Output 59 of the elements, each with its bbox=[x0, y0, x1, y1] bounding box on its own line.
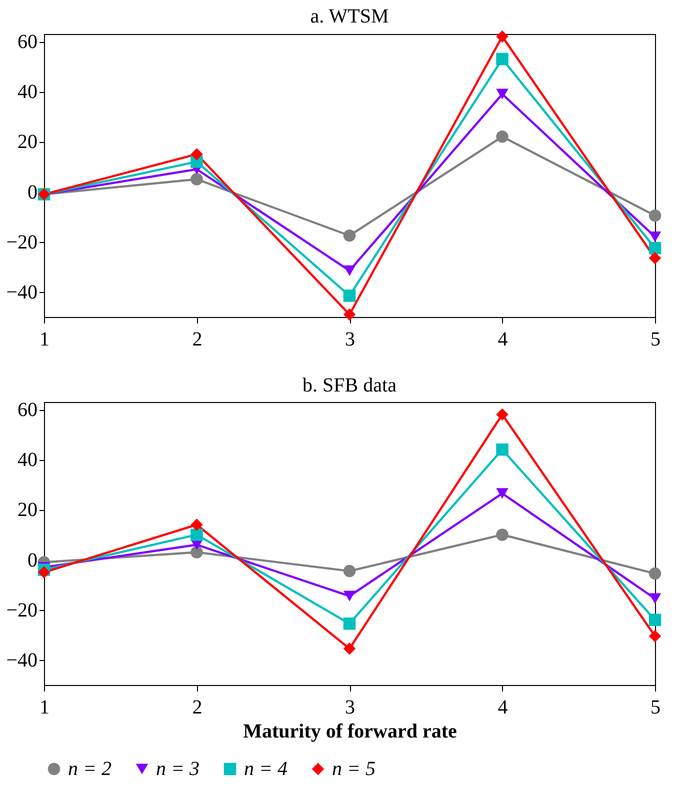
x-axis-title: Maturity of forward rate bbox=[243, 720, 458, 742]
x-tick-label: 4 bbox=[498, 696, 508, 718]
point bbox=[496, 52, 508, 66]
y-tick-label: 0 bbox=[28, 549, 38, 572]
point bbox=[343, 229, 356, 242]
point bbox=[38, 566, 50, 578]
point bbox=[496, 488, 508, 499]
x-tick-label: 5 bbox=[650, 328, 660, 350]
point bbox=[343, 564, 356, 578]
chart-title: b. SFB data bbox=[302, 374, 397, 397]
x-tick-label: 2 bbox=[192, 328, 202, 350]
chart-title: a. WTSM bbox=[310, 5, 389, 28]
y-tick-label: 60 bbox=[18, 31, 38, 54]
point bbox=[648, 630, 662, 642]
point bbox=[496, 408, 508, 421]
y-tick-label: 20 bbox=[18, 499, 38, 522]
point bbox=[343, 618, 356, 630]
point bbox=[496, 130, 508, 143]
x-tick-label: 1 bbox=[40, 696, 50, 718]
point bbox=[190, 148, 203, 160]
point bbox=[496, 88, 508, 100]
point bbox=[648, 242, 662, 254]
y-tick-label: −20 bbox=[6, 599, 38, 622]
y-tick-label: 40 bbox=[18, 449, 38, 472]
x-tick-label: 2 bbox=[192, 696, 202, 718]
legend-label: n = 2 bbox=[68, 758, 112, 780]
point bbox=[343, 290, 356, 302]
x-tick-label: 4 bbox=[498, 328, 508, 350]
legend-label: n = 3 bbox=[156, 758, 200, 780]
point bbox=[648, 593, 662, 604]
point bbox=[648, 614, 662, 626]
point bbox=[343, 642, 356, 655]
point bbox=[496, 528, 508, 541]
x-tick-label: 3 bbox=[345, 696, 355, 718]
y-tick-label: 20 bbox=[18, 131, 38, 154]
x-tick-label: 3 bbox=[345, 328, 355, 350]
point bbox=[190, 546, 203, 558]
point bbox=[648, 209, 662, 222]
legend-label: n = 4 bbox=[244, 758, 288, 780]
point bbox=[343, 590, 356, 602]
point bbox=[648, 252, 662, 264]
y-tick-label: −40 bbox=[6, 649, 38, 672]
x-tick-label: 5 bbox=[650, 696, 660, 718]
point bbox=[190, 518, 203, 531]
point bbox=[343, 265, 356, 276]
y-tick-label: 0 bbox=[28, 181, 38, 204]
y-tick-label: −20 bbox=[6, 231, 38, 254]
legend-label: n = 5 bbox=[332, 758, 376, 780]
point bbox=[648, 232, 662, 242]
point bbox=[648, 567, 662, 580]
point bbox=[496, 30, 508, 43]
point bbox=[496, 443, 508, 456]
x-tick-label: 1 bbox=[40, 328, 50, 350]
y-tick-label: 40 bbox=[18, 81, 38, 104]
y-tick-label: 60 bbox=[18, 399, 38, 422]
point bbox=[343, 308, 356, 321]
point bbox=[190, 528, 203, 541]
y-tick-label: −40 bbox=[6, 281, 38, 304]
point bbox=[190, 173, 203, 186]
